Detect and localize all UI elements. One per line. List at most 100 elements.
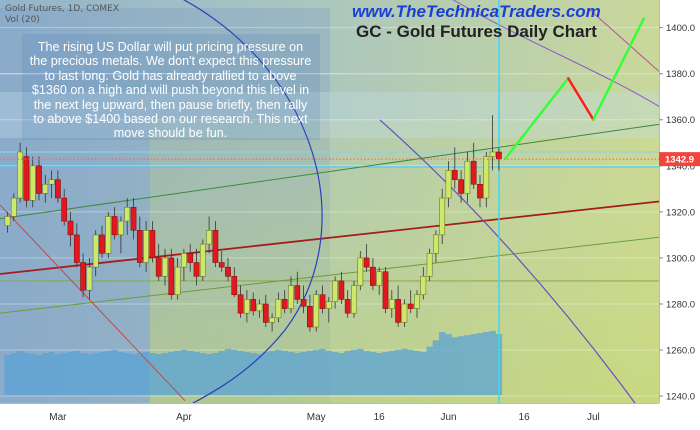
bear-candle-body <box>155 257 162 277</box>
bear-candle-body <box>212 230 219 263</box>
bear-candle-body <box>363 257 370 268</box>
candle <box>426 248 433 281</box>
time-tick-label: Jun <box>440 412 456 423</box>
candle <box>325 297 332 323</box>
bear-candle-body <box>477 183 483 199</box>
candle <box>73 223 80 268</box>
bull-candle-body <box>162 257 168 277</box>
bull-candle-body <box>199 243 206 277</box>
volume-bar <box>117 351 125 395</box>
bull-candle-body <box>29 165 36 201</box>
projection-segment <box>504 77 570 161</box>
candle <box>269 313 275 332</box>
candle <box>136 216 143 268</box>
bull-candle-body <box>332 280 338 302</box>
candle <box>4 211 11 233</box>
candle <box>181 248 187 281</box>
volume-bar <box>369 351 377 395</box>
bear-candle-body <box>300 299 307 307</box>
candle <box>319 285 326 314</box>
volume-bar <box>382 351 389 395</box>
candle <box>351 280 357 318</box>
bull-candle-body <box>181 253 187 268</box>
bear-candle-body <box>307 306 313 328</box>
bull-candle-body <box>256 303 263 312</box>
bear-candle-body <box>496 151 502 160</box>
volume-bar <box>54 354 62 395</box>
volume-bar <box>432 340 440 395</box>
red-trend-line <box>0 200 659 275</box>
volume-bar <box>445 334 452 395</box>
time-arc <box>379 119 636 403</box>
candle <box>370 257 376 291</box>
bull-candle-body <box>483 156 490 199</box>
candle <box>92 230 99 277</box>
bull-candle-body <box>376 271 383 286</box>
volume-bar <box>124 353 131 395</box>
bear-candle-body <box>382 271 389 309</box>
bull-candle-body <box>42 183 49 194</box>
bear-candle-body <box>262 303 269 323</box>
candle <box>250 292 257 316</box>
bear-candle-body <box>294 285 301 300</box>
bull-candle-body <box>464 160 471 194</box>
price-tick-label: 1260.0 <box>666 346 695 357</box>
volume-bar <box>155 354 162 395</box>
bull-candle-body <box>105 216 112 254</box>
volume-bar <box>281 350 288 395</box>
bull-candle-body <box>426 253 433 277</box>
bull-candle-body <box>445 170 452 199</box>
price-axis-panel <box>659 0 700 430</box>
candle <box>307 294 313 332</box>
bull-candle-body <box>313 294 320 328</box>
bull-candle-body <box>439 197 446 236</box>
candle <box>464 151 471 203</box>
bear-candle-body <box>149 230 156 259</box>
volume-bar <box>350 349 358 395</box>
plot-area <box>0 0 659 403</box>
volume-bar <box>224 348 232 395</box>
volume-bar <box>231 349 238 395</box>
candle <box>244 290 250 323</box>
candle <box>300 285 307 314</box>
bull-candle-body <box>143 230 149 263</box>
candle <box>401 299 408 328</box>
candle <box>193 248 200 286</box>
candle <box>118 216 124 254</box>
volume-bar <box>413 350 421 395</box>
bear-candle-body <box>250 299 257 312</box>
volume-bar <box>407 349 414 395</box>
candle <box>275 292 282 323</box>
upper-arc <box>452 0 659 107</box>
bear-candle-body <box>61 197 68 222</box>
bear-candle-body <box>231 276 238 296</box>
bull-candle-body <box>48 179 55 185</box>
volume-bar <box>111 349 118 395</box>
candle <box>99 225 105 258</box>
volume-bar <box>363 350 370 395</box>
bull-candle-body <box>325 301 332 309</box>
candle <box>433 230 439 263</box>
candle <box>395 285 401 328</box>
candle <box>332 276 338 309</box>
candle <box>420 267 427 300</box>
volume-bar <box>98 351 106 395</box>
volume-bar <box>420 351 427 395</box>
volume-bar <box>79 353 87 395</box>
bear-candle-body <box>136 230 143 263</box>
bull-candle-body <box>17 151 23 199</box>
volume-bar <box>218 350 225 395</box>
volume-bar <box>48 351 55 395</box>
candle <box>86 257 93 300</box>
volume-bar <box>67 351 74 395</box>
volume-bar <box>439 332 446 395</box>
volume-bar <box>470 334 477 395</box>
volume-bar <box>483 332 490 395</box>
candle <box>496 147 502 171</box>
candle <box>61 188 68 226</box>
projection-segment <box>567 77 595 121</box>
bull-candle-body <box>420 276 427 296</box>
time-tick-label: May <box>307 412 326 423</box>
volume-bar <box>388 350 395 395</box>
volume-bar <box>193 351 200 395</box>
